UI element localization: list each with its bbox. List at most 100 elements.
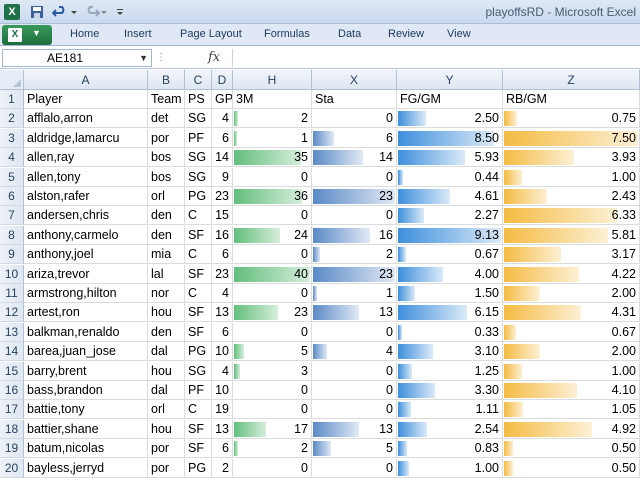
table-cell[interactable]: 16 <box>212 225 233 245</box>
table-cell[interactable]: 10 <box>212 342 233 362</box>
table-cell[interactable]: orl <box>148 187 185 206</box>
tab-review[interactable]: Review <box>388 28 425 40</box>
customize-toolbar-icon[interactable] <box>116 4 124 20</box>
table-cell[interactable]: bass,brandon <box>24 381 148 400</box>
table-cell[interactable]: 0 <box>312 458 397 478</box>
row-header[interactable]: 1 <box>0 90 24 109</box>
name-box-dropdown-icon[interactable]: ▼ <box>139 53 148 63</box>
row-header[interactable]: 2 <box>0 109 24 129</box>
table-cell[interactable]: 4 <box>212 361 233 381</box>
table-cell[interactable]: 3.30 <box>397 381 503 400</box>
table-cell[interactable]: allen,tony <box>24 167 148 187</box>
table-cell[interactable]: PF <box>185 381 212 400</box>
tab-insert[interactable]: Insert <box>124 28 152 40</box>
header-cell[interactable]: PS <box>185 90 212 109</box>
table-cell[interactable]: 8.50 <box>397 128 503 148</box>
row-header[interactable]: 13 <box>0 322 24 342</box>
table-cell[interactable]: nor <box>148 284 185 303</box>
table-cell[interactable]: 0 <box>312 322 397 342</box>
table-cell[interactable]: 19 <box>212 400 233 420</box>
table-cell[interactable]: 23 <box>212 187 233 206</box>
table-cell[interactable]: 1.50 <box>397 284 503 303</box>
table-cell[interactable]: lal <box>148 264 185 284</box>
table-cell[interactable]: SF <box>185 225 212 245</box>
table-cell[interactable]: 10 <box>212 381 233 400</box>
table-cell[interactable]: 0 <box>233 206 312 226</box>
table-cell[interactable]: dal <box>148 381 185 400</box>
table-cell[interactable]: 13 <box>212 419 233 439</box>
table-cell[interactable]: 16 <box>312 225 397 245</box>
column-header-c[interactable]: C <box>185 70 212 90</box>
table-cell[interactable]: 1.11 <box>397 400 503 420</box>
table-cell[interactable]: 14 <box>312 148 397 168</box>
row-header[interactable]: 19 <box>0 439 24 459</box>
table-cell[interactable]: 0 <box>233 167 312 187</box>
formula-input[interactable] <box>232 49 640 67</box>
table-cell[interactable]: den <box>148 206 185 226</box>
table-cell[interactable]: 40 <box>233 264 312 284</box>
table-cell[interactable]: hou <box>148 419 185 439</box>
table-cell[interactable]: 5.93 <box>397 148 503 168</box>
table-cell[interactable]: allen,ray <box>24 148 148 168</box>
table-cell[interactable]: 1 <box>312 284 397 303</box>
column-header-a[interactable]: A <box>24 70 148 90</box>
table-cell[interactable]: 6.15 <box>397 303 503 323</box>
table-cell[interactable]: 5 <box>233 342 312 362</box>
table-cell[interactable]: dal <box>148 342 185 362</box>
column-header-z[interactable]: Z <box>503 70 640 90</box>
table-cell[interactable]: 2 <box>233 439 312 459</box>
row-header[interactable]: 10 <box>0 264 24 284</box>
table-cell[interactable]: artest,ron <box>24 303 148 323</box>
table-cell[interactable]: 3 <box>233 361 312 381</box>
table-cell[interactable]: aldridge,lamarcu <box>24 128 148 148</box>
table-cell[interactable]: 4.00 <box>397 264 503 284</box>
table-cell[interactable]: 6 <box>212 439 233 459</box>
header-cell[interactable]: Player <box>24 90 148 109</box>
table-cell[interactable]: 0 <box>233 381 312 400</box>
row-header[interactable]: 11 <box>0 284 24 303</box>
table-cell[interactable]: anthony,carmelo <box>24 225 148 245</box>
row-header[interactable]: 12 <box>0 303 24 323</box>
table-cell[interactable]: 0.50 <box>503 458 640 478</box>
table-cell[interactable]: 0 <box>233 284 312 303</box>
table-cell[interactable]: 24 <box>233 225 312 245</box>
table-cell[interactable]: balkman,renaldo <box>24 322 148 342</box>
save-icon[interactable] <box>30 4 44 20</box>
row-header[interactable]: 4 <box>0 148 24 168</box>
table-cell[interactable]: 0 <box>312 361 397 381</box>
table-cell[interactable]: SF <box>185 322 212 342</box>
row-header[interactable]: 7 <box>0 206 24 226</box>
table-cell[interactable]: 3.93 <box>503 148 640 168</box>
table-cell[interactable]: 0.67 <box>397 245 503 265</box>
row-header[interactable]: 14 <box>0 342 24 362</box>
table-cell[interactable]: 0 <box>312 109 397 129</box>
column-header-d[interactable]: D <box>212 70 233 90</box>
table-cell[interactable]: 6 <box>212 128 233 148</box>
table-cell[interactable]: 4 <box>312 342 397 362</box>
table-cell[interactable]: 4.31 <box>503 303 640 323</box>
table-cell[interactable]: 6 <box>212 245 233 265</box>
row-header[interactable]: 3 <box>0 128 24 148</box>
table-cell[interactable]: 2.00 <box>503 284 640 303</box>
table-cell[interactable]: battie,tony <box>24 400 148 420</box>
row-header[interactable]: 5 <box>0 167 24 187</box>
header-cell[interactable]: 3M <box>233 90 312 109</box>
table-cell[interactable]: anthony,joel <box>24 245 148 265</box>
table-cell[interactable]: 36 <box>233 187 312 206</box>
table-cell[interactable]: 2.43 <box>503 187 640 206</box>
table-cell[interactable]: hou <box>148 303 185 323</box>
table-cell[interactable]: 23 <box>312 264 397 284</box>
table-cell[interactable]: por <box>148 439 185 459</box>
tab-home[interactable]: Home <box>70 28 100 40</box>
table-cell[interactable]: det <box>148 109 185 129</box>
table-cell[interactable]: 1.05 <box>503 400 640 420</box>
tab-formulas[interactable]: Formulas <box>264 28 310 40</box>
row-header[interactable]: 20 <box>0 458 24 478</box>
table-cell[interactable]: 2 <box>312 245 397 265</box>
table-cell[interactable]: 4.10 <box>503 381 640 400</box>
table-cell[interactable]: 13 <box>212 303 233 323</box>
table-cell[interactable]: 23 <box>212 264 233 284</box>
table-cell[interactable]: 0 <box>233 245 312 265</box>
table-cell[interactable]: por <box>148 458 185 478</box>
table-cell[interactable]: PG <box>185 342 212 362</box>
